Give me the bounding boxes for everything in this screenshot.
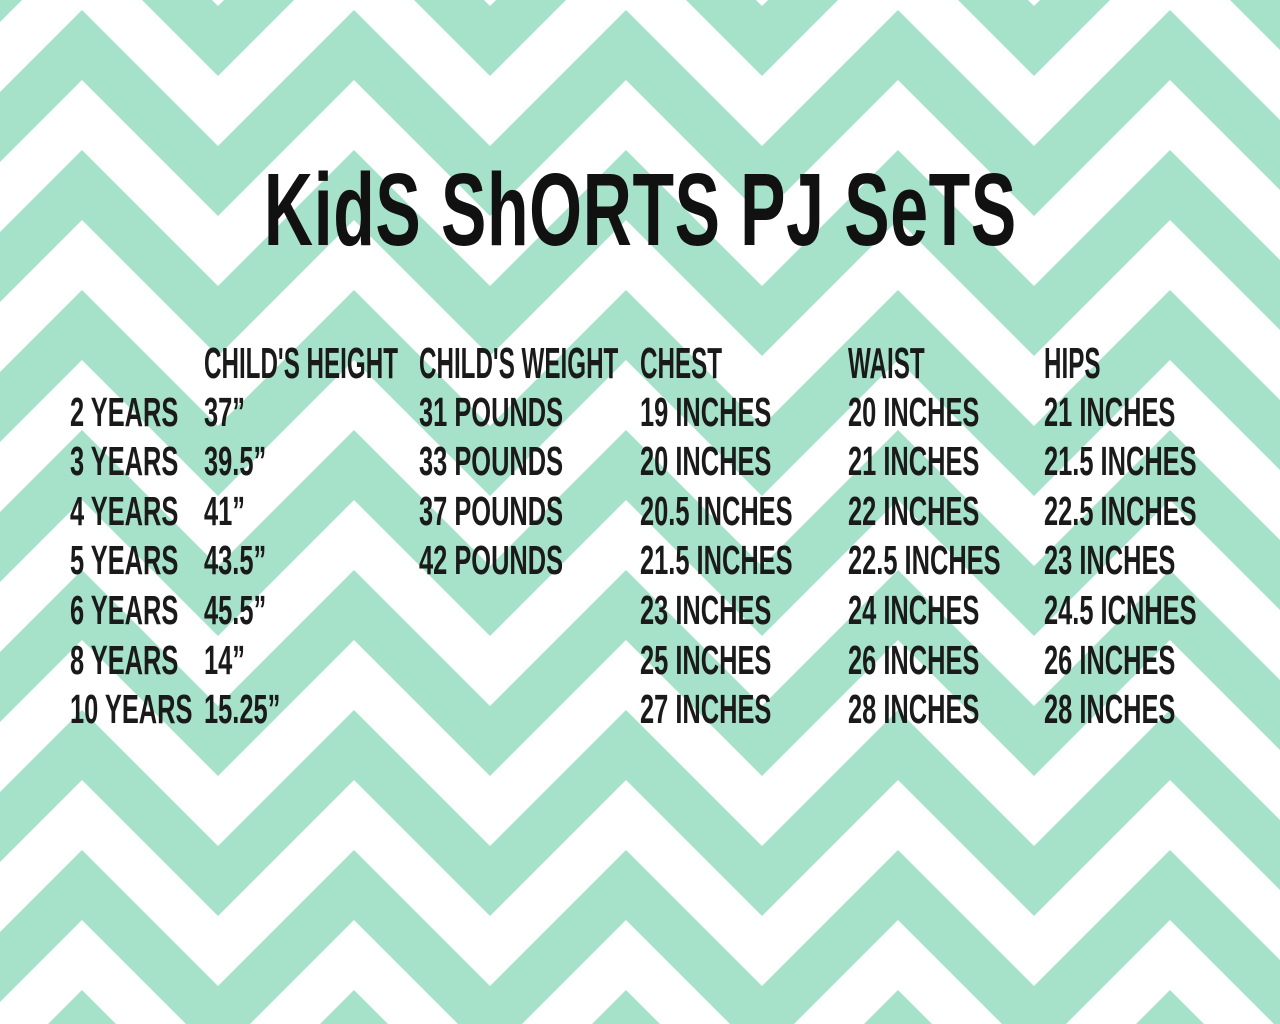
table-cell: 26 INCHES bbox=[848, 636, 980, 683]
table-cell: 37” bbox=[204, 388, 245, 435]
table-cell: 8 YEARS bbox=[70, 636, 179, 683]
table-cell: 22.5 INCHES bbox=[848, 537, 1001, 584]
table-cell: 31 POUNDS bbox=[419, 388, 564, 435]
table-cell bbox=[419, 590, 556, 640]
table-cell: 6 YEARS bbox=[70, 586, 179, 633]
table-cell: 24.5 ICNHES bbox=[1044, 586, 1197, 633]
table-cell: 26 INCHES bbox=[1044, 636, 1176, 683]
table-cell: 23 INCHES bbox=[1044, 537, 1176, 584]
table-cell: 19 INCHES bbox=[640, 388, 772, 435]
table-cell: 21 INCHES bbox=[1044, 388, 1176, 435]
table-cell: 15.25” bbox=[204, 686, 281, 733]
table-header-waist: WAIST bbox=[848, 339, 925, 388]
table-cell: 45.5” bbox=[204, 586, 267, 633]
size-table: CHILD'S HEIGHT CHILD'S WEIGHT CHEST WAIS… bbox=[70, 342, 1280, 739]
table-cell: 10 YEARS bbox=[70, 686, 193, 733]
table-cell: 25 INCHES bbox=[640, 636, 772, 683]
table-cell: 20 INCHES bbox=[848, 388, 980, 435]
table-cell: 22.5 INCHES bbox=[1044, 487, 1197, 534]
table-cell: 2 YEARS bbox=[70, 388, 179, 435]
table-cell: 27 INCHES bbox=[640, 686, 772, 733]
table-cell: 22 INCHES bbox=[848, 487, 980, 534]
table-cell: 28 INCHES bbox=[848, 686, 980, 733]
table-cell: 5 YEARS bbox=[70, 537, 179, 584]
table-cell: 4 YEARS bbox=[70, 487, 179, 534]
table-cell: 42 POUNDS bbox=[419, 537, 564, 584]
table-cell: 37 POUNDS bbox=[419, 487, 564, 534]
table-cell: 21 INCHES bbox=[848, 438, 980, 485]
table-cell: 24 INCHES bbox=[848, 586, 980, 633]
table-cell: 28 INCHES bbox=[1044, 686, 1176, 733]
table-cell: 20 INCHES bbox=[640, 438, 772, 485]
table-header-age bbox=[70, 342, 144, 392]
table-cell bbox=[419, 640, 556, 690]
table-header-hips: HIPS bbox=[1044, 339, 1101, 388]
page-title-text: KidS ShORTS PJ SeTS bbox=[263, 152, 1017, 267]
table-cell: 3 YEARS bbox=[70, 438, 179, 485]
table-cell: 23 INCHES bbox=[640, 586, 772, 633]
table-header-height: CHILD'S HEIGHT bbox=[204, 339, 398, 388]
table-cell: 33 POUNDS bbox=[419, 438, 564, 485]
table-cell: 43.5” bbox=[204, 537, 267, 584]
table-cell bbox=[419, 689, 556, 739]
table-cell: 41” bbox=[204, 487, 245, 534]
table-cell: 21.5 INCHES bbox=[640, 537, 793, 584]
table-cell: 21.5 INCHES bbox=[1044, 438, 1197, 485]
table-header-chest: CHEST bbox=[640, 339, 723, 388]
table-cell: 20.5 INCHES bbox=[640, 487, 793, 534]
page-title: KidS ShORTS PJ SeTS bbox=[0, 158, 1280, 261]
table-header-weight: CHILD'S WEIGHT bbox=[419, 339, 619, 388]
table-cell: 39.5” bbox=[204, 438, 267, 485]
table-cell: 14” bbox=[204, 636, 245, 683]
